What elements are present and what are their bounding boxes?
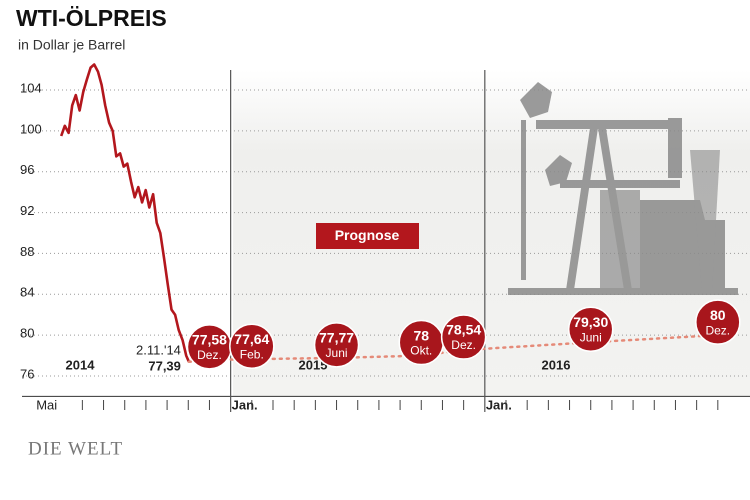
- forecast-value-label: 77,64: [234, 331, 269, 347]
- y-tick-label: 84: [20, 285, 34, 300]
- last-value-label: 77,39: [148, 358, 181, 373]
- y-tick-label: 80: [20, 326, 34, 341]
- y-tick-label: 104: [20, 80, 42, 95]
- chart-title: WTI-ÖLPREIS: [16, 5, 167, 31]
- forecast-point: [229, 323, 275, 369]
- y-tick-label: 92: [20, 203, 34, 218]
- year-label: 2015: [299, 357, 328, 372]
- forecast-value-label: 79,30: [573, 314, 608, 330]
- x-tick-label: Jan.: [486, 397, 512, 412]
- year-label: 2016: [542, 357, 571, 372]
- forecast-month-label: Dez.: [705, 323, 730, 337]
- forecast-label: Prognose: [335, 227, 400, 243]
- forecast-value-label: 80: [710, 307, 726, 323]
- forecast-month-label: Feb.: [240, 347, 264, 361]
- y-tick-label: 96: [20, 162, 34, 177]
- source-logo: DIE WELT: [28, 438, 123, 459]
- year-label: 2014: [66, 357, 96, 372]
- forecast-label-box: [316, 223, 419, 249]
- forecast-point: [567, 306, 614, 353]
- forecast-point: [695, 299, 741, 345]
- forecast-point: [440, 314, 487, 360]
- x-tick-label: Mai: [36, 397, 57, 412]
- pump-jack-icon: [508, 82, 738, 295]
- forecast-month-label: Okt.: [410, 344, 432, 358]
- forecast-value-label: 77,77: [319, 330, 354, 346]
- forecast-value-label: 78: [413, 327, 429, 343]
- y-tick-label: 76: [20, 366, 34, 381]
- x-tick-label: Jan.: [232, 397, 258, 412]
- forecast-month-label: Dez.: [197, 348, 222, 362]
- forecast-value-label: 78,54: [446, 322, 481, 338]
- y-tick-label: 88: [20, 244, 34, 259]
- forecast-month-label: Dez.: [451, 338, 476, 352]
- forecast-point: [313, 322, 360, 368]
- y-tick-label: 100: [20, 121, 42, 136]
- forecast-month-label: Juni: [326, 346, 348, 360]
- forecast-value-label: 77,58: [192, 332, 227, 348]
- forecast-month-label: Juni: [580, 330, 602, 344]
- chart-subtitle: in Dollar je Barrel: [18, 37, 125, 53]
- last-date-label: 2.11.'14: [136, 342, 181, 357]
- price-line: [59, 63, 191, 363]
